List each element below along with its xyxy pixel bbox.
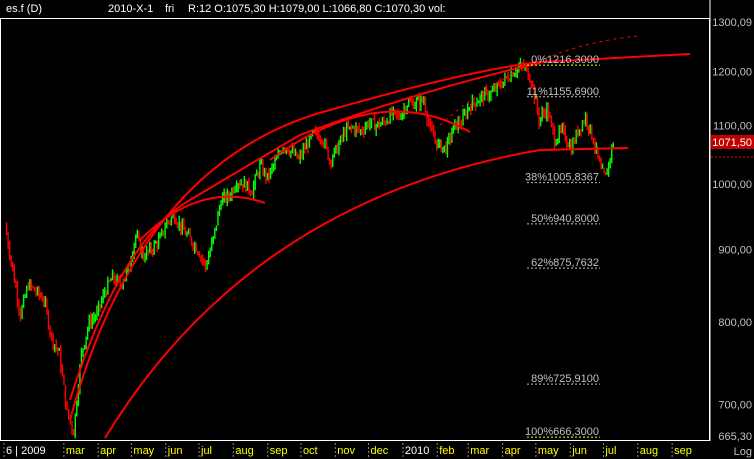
x-tick-label: oct [303,445,318,457]
x-tick-label: 6 | 2009 [6,445,46,457]
upper-arc [69,62,541,401]
outer-arc [69,53,691,421]
plot-border [0,18,710,441]
scale-label[interactable]: Log [734,446,752,458]
y-tick-label: 1200,00 [712,67,752,79]
y-tick-label: 665,30 [718,431,752,443]
fib-label: 100%666,3000 [525,426,599,438]
y-tick-label: 700,00 [718,400,752,412]
fib-label: 38%1005,8367 [525,172,599,184]
last-price-badge [711,135,754,149]
x-tick-label: apr [505,445,521,457]
x-tick-label: jun [167,445,183,457]
last-price-label: 1071,50 [712,137,752,149]
fib-levels: 0%1216,3000 11%1155,6900 38%1005,8367 50%94… [525,54,600,438]
small-arc-2 [269,110,471,161]
weekday-label: fri [165,3,175,15]
x-tick-label: mar [470,445,489,457]
y-tick-label: 1300,09 [712,17,752,29]
arcs [69,35,691,439]
x-tick-label: may [538,445,559,457]
y-tick-label: 900,00 [718,244,752,256]
x-tick-label: jul [604,445,616,457]
x-tick-label: aug [640,445,658,457]
x-tick-label: nov [337,445,355,457]
x-tick-label: apr [100,445,116,457]
x-tick-label: sep [674,445,692,457]
lower-arc [104,147,629,439]
x-tick-label: jun [571,445,587,457]
x-tick-label: 2010 [405,445,429,457]
x-tick-label: sep [270,445,288,457]
x-tick-label: dec [371,445,389,457]
candles [5,57,614,439]
date-label: 2010-X-1 [108,3,154,15]
x-axis: 6 | 2009 mar apr may jun jul aug sep oct nov dec 20… [3,443,692,457]
fib-label: 11%1155,6900 [527,86,599,98]
y-axis: 1300,09 1200,00 1100,00 1000,00 900,00 800,00… [709,0,752,443]
fib-label: 50%940,8000 [531,213,599,225]
quote-label: R:12 O:1075,30 H:1079,00 L:1066,80 C:107… [188,3,446,15]
x-tick-label: aug [235,445,253,457]
x-tick-label: jul [200,445,212,457]
fib-label: 62%875,7632 [531,257,599,269]
fib-label: 0%1216,3000 [531,54,599,66]
fib-label: 89%725,9100 [531,373,599,385]
symbol-label: es.f (D) [6,3,43,15]
dotted-arc [439,35,641,126]
y-tick-label: 1100,00 [713,120,752,132]
chart-header: es.f (D) 2010-X-1 fri R:12 O:1075,30 H:1… [0,0,754,18]
y-tick-label: 1000,00 [712,179,752,191]
y-tick-label: 800,00 [718,317,752,329]
x-tick-label: may [133,445,154,457]
x-tick-label: mar [66,445,85,457]
small-arc-1 [139,195,266,241]
x-tick-label: feb [439,445,454,457]
